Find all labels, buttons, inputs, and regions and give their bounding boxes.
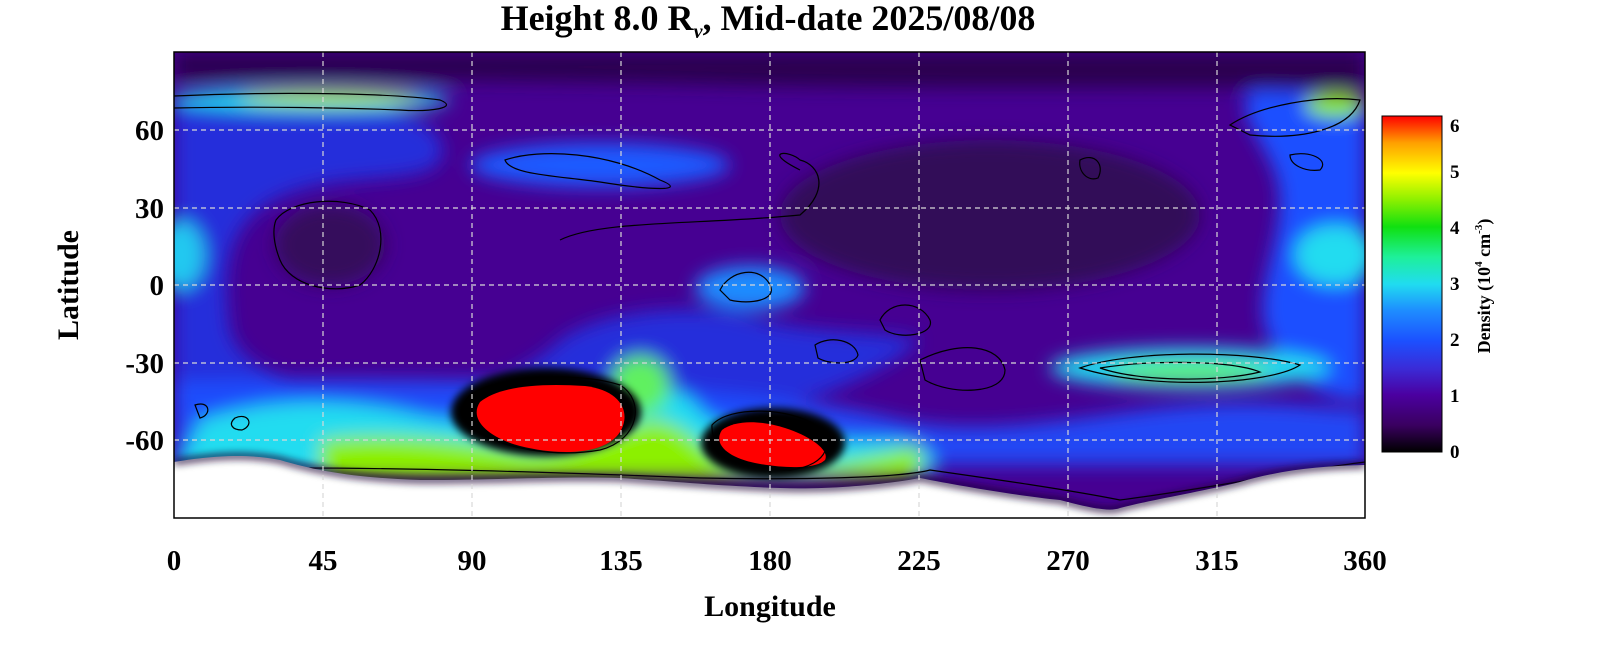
green-belt-south <box>320 420 920 478</box>
colorbar-tick-label: 5 <box>1450 162 1460 183</box>
cyan-lobe-west <box>174 220 205 290</box>
no-data-boundary <box>174 453 1365 513</box>
colorbar-tick-label: 0 <box>1450 442 1460 463</box>
chart-title: Height 8.0 Rv, Mid-date 2025/08/08 <box>501 0 1036 43</box>
colorbar: 0 1 2 3 4 5 6 Density (104 cm-3) <box>1381 115 1495 463</box>
x-tick-label: 0 <box>167 545 182 577</box>
y-tick-label: -30 <box>125 348 164 380</box>
y-tick-label: 60 <box>135 115 164 147</box>
green-patch-northeast <box>1305 93 1365 117</box>
x-tick-label: 360 <box>1343 545 1387 577</box>
low-density-central <box>780 140 1200 290</box>
colorbar-tick-label: 6 <box>1450 116 1460 137</box>
x-tick-label: 45 <box>309 545 338 577</box>
colorbar-tick-label: 2 <box>1450 330 1460 351</box>
y-tick-label: 30 <box>135 193 164 225</box>
x-tick-label: 135 <box>599 545 643 577</box>
y-axis-label: Latitude <box>52 230 85 340</box>
x-tick-label: 180 <box>748 545 792 577</box>
y-axis: 60 30 0 -30 -60 Latitude <box>52 115 164 457</box>
colorbar-tick-label: 4 <box>1450 218 1460 239</box>
y-tick-label: 0 <box>150 270 165 302</box>
colorbar-gradient <box>1381 115 1443 453</box>
x-tick-label: 270 <box>1046 545 1090 577</box>
colorbar-label: Density (104 cm-3) <box>1473 219 1495 354</box>
y-tick-label: -60 <box>125 425 164 457</box>
x-tick-label: 225 <box>897 545 941 577</box>
grid <box>174 52 1365 518</box>
colorbar-tick-label: 1 <box>1450 386 1460 407</box>
saturated-region-west <box>476 384 625 453</box>
cyan-lobe-east <box>1295 225 1365 285</box>
x-axis-label: Longitude <box>704 590 836 623</box>
blue-band-west <box>174 98 920 423</box>
chart-title-subscript: v <box>694 21 704 43</box>
x-axis: 0 45 90 135 180 225 270 315 360 Longitud… <box>167 545 1387 623</box>
blue-lobe-equator <box>695 266 805 310</box>
low-density-west <box>275 205 385 285</box>
saturated-region-central <box>719 422 826 468</box>
x-tick-label: 90 <box>458 545 487 577</box>
x-tick-label: 315 <box>1195 545 1239 577</box>
plot-frame <box>173 51 1366 519</box>
colorbar-tick-label: 3 <box>1450 274 1460 295</box>
